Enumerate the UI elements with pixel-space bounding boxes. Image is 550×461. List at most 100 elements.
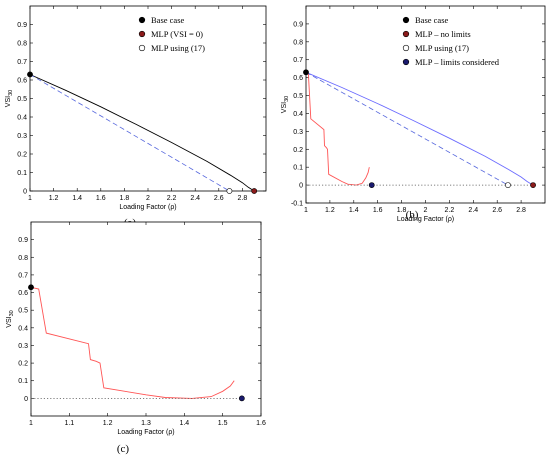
legend-marker-filled-blue (402, 58, 410, 66)
legend-label: Base case (415, 15, 449, 25)
y-tick-label: 0.9 (293, 21, 303, 28)
x-tick-label: 2.6 (492, 207, 502, 214)
y-axis-label: VSI30 (281, 96, 290, 113)
marker-filled-red (251, 188, 258, 194)
plot-frame (29, 5, 267, 192)
x-tick-label: 2 (146, 195, 150, 202)
series-line-1 (30, 286, 235, 399)
y-tick-label: 0.7 (18, 272, 28, 279)
y-tick-label: 0.9 (17, 22, 27, 29)
y-tick-label: 0.8 (293, 39, 303, 46)
y-tick-label: 0.6 (18, 290, 28, 297)
y-tick-label: 0.5 (18, 308, 28, 315)
x-tick-label: 2.2 (445, 207, 455, 214)
y-axis-label-main: VSI (5, 96, 12, 107)
series-line-1 (305, 71, 534, 186)
chart-panel-1: 1 1.2 1.4 1.6 1.8 2 2.2 2.4 2.6 2.8 0 0.1 0.2 0.3 0.4 0… (5, 5, 267, 229)
y-tick-label: 0.5 (17, 96, 27, 103)
marker-filled-blue (368, 182, 375, 188)
y-tick-label: 0 (23, 189, 27, 196)
y-tick-label: 0.4 (18, 325, 28, 332)
y-tick-label: 0.6 (17, 78, 27, 85)
y-tick-label: 0.2 (18, 361, 28, 368)
legend-label: MLP – no limits (415, 29, 471, 39)
y-tick-label: 0.4 (293, 111, 303, 118)
x-axis-label: Loading Factor (ρ) (117, 429, 174, 436)
x-tick-label: 1 (304, 207, 308, 214)
marker-filled-blue (238, 395, 245, 402)
x-tick-label: 2.8 (238, 195, 248, 202)
y-axis-label: VSI30 (5, 90, 14, 107)
series-line-2 (305, 71, 509, 186)
y-tick-label: 0.1 (17, 170, 27, 177)
y-tick-label: -0.1 (291, 201, 303, 208)
plot-frame (305, 5, 546, 204)
x-tick-label: 1.6 (96, 195, 106, 202)
y-tick-label: 0.1 (18, 378, 28, 385)
x-tick-label: 1.4 (349, 207, 359, 214)
legend-marker-filled-black (138, 16, 146, 24)
y-axis-label: VSI30 (6, 310, 15, 327)
x-tick-label: 1.2 (49, 195, 59, 202)
marker-filled-black (303, 69, 309, 76)
x-tick-label: 1.8 (397, 207, 407, 214)
legend-label: MLP using (17) (415, 43, 469, 53)
series-line-3 (305, 71, 370, 186)
marker-open-circle (226, 188, 233, 194)
y-tick-label: 0.7 (293, 57, 303, 64)
x-tick-label: 2.4 (468, 207, 478, 214)
x-tick-label: 1.6 (373, 207, 383, 214)
y-tick-label: 0.7 (17, 59, 27, 66)
marker-filled-red (530, 182, 536, 188)
legend-label: MLP – limits considered (415, 57, 500, 67)
legend-label: MLP using (17) (151, 43, 205, 53)
y-tick-label: 0.3 (17, 133, 27, 140)
marker-filled-black (27, 71, 33, 78)
y-tick-label: 0 (24, 396, 28, 403)
y-tick-label: 0.3 (18, 343, 28, 350)
x-tick-label: 1.8 (120, 195, 130, 202)
y-tick-label: 0.3 (293, 129, 303, 136)
legend-label: Base case (151, 15, 185, 25)
y-tick-label: 0.5 (293, 93, 303, 100)
x-tick-label: 1 (28, 195, 32, 202)
legend-marker-open-circle (138, 44, 146, 52)
panel-label: (b) (406, 209, 419, 221)
x-tick-label: 2.2 (167, 195, 177, 202)
x-tick-label: 1.1 (64, 420, 74, 427)
y-tick-label: 0.8 (17, 41, 27, 48)
x-tick-label: 1.5 (218, 420, 228, 427)
x-tick-label: 1 (29, 420, 33, 427)
y-axis-label-main: VSI (6, 316, 13, 327)
x-tick-label: 1.3 (141, 420, 151, 427)
marker-filled-black (28, 284, 34, 291)
x-tick-label: 2.4 (190, 195, 200, 202)
x-tick-label: 2 (424, 207, 428, 214)
chart-panel-3: 1 1.1 1.2 1.3 1.4 1.5 1.6 0 0.1 0.2 0.3 0.4 0.5 0.6 0.… (6, 221, 266, 455)
y-tick-label: 0.2 (293, 147, 303, 154)
marker-open-circle (505, 182, 511, 188)
x-tick-label: 1.4 (72, 195, 82, 202)
y-axis-label-sub: 30 (284, 96, 290, 102)
y-tick-label: 0.1 (293, 165, 303, 172)
y-axis-label-main: VSI (281, 102, 288, 113)
chart-panel-2: 1 1.2 1.4 1.6 1.8 2 2.2 2.4 2.6 2.8 -0.1 0 0.1 0.2 0.3… (281, 5, 546, 223)
plot-frame (30, 221, 262, 417)
panel-label: (c) (117, 443, 130, 455)
y-tick-label: 0.9 (18, 237, 28, 244)
legend-label: MLP (VSI = 0) (151, 29, 203, 39)
y-axis-label-sub: 30 (9, 310, 15, 316)
x-axis-label: Loading Factor (ρ) (119, 204, 176, 211)
x-tick-label: 1.2 (103, 420, 113, 427)
series-line-1 (29, 74, 255, 192)
series-line-2 (29, 74, 230, 192)
y-tick-label: 0.6 (293, 75, 303, 82)
x-tick-label: 1.4 (179, 420, 189, 427)
y-axis-label-sub: 30 (8, 90, 14, 96)
y-tick-label: 0.8 (18, 255, 28, 262)
x-tick-label: 2.6 (214, 195, 224, 202)
legend-marker-filled-red (402, 30, 410, 38)
legend-marker-filled-red (138, 30, 146, 38)
x-axis-label: Loading Factor (ρ) (397, 216, 454, 223)
